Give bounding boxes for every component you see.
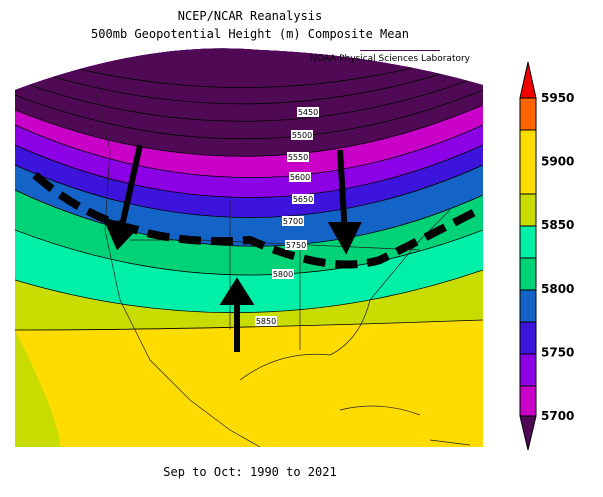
- contour-label: 5500: [292, 131, 312, 140]
- contour-label-bg: [291, 130, 313, 140]
- contour-label-bg: [297, 107, 319, 117]
- colorbar-label: 5950: [541, 91, 574, 105]
- contour-label: 5550: [288, 153, 308, 162]
- credit: NOAA Physical Sciences Laboratory: [310, 54, 471, 64]
- contours: [15, 48, 483, 331]
- contour-label: 5600: [290, 173, 310, 182]
- contour-label-bg: [287, 152, 309, 162]
- contour-label-bg: [272, 269, 294, 279]
- contour-label-bg: [292, 194, 314, 204]
- contour-label-bg: [282, 216, 304, 226]
- contour-label: 5750: [286, 241, 306, 250]
- contour-label: 5800: [273, 270, 293, 279]
- contour-label: 5450: [298, 108, 318, 117]
- subtitle: 500mb Geopotential Height (m) Composite …: [91, 27, 409, 41]
- map: [15, 48, 483, 447]
- colorbar-label: 5900: [541, 155, 574, 169]
- colorbar-label: 5800: [541, 282, 574, 296]
- title: NCEP/NCAR Reanalysis: [178, 9, 323, 23]
- colorbar-label: 5750: [541, 345, 574, 359]
- colorbar-label: 5850: [541, 218, 574, 232]
- arrows: [102, 144, 362, 352]
- colorbar-label: 5700: [541, 409, 574, 423]
- contour-label: 5700: [283, 217, 303, 226]
- contour-label-bg: [285, 240, 307, 250]
- contour-label-bg: [289, 172, 311, 182]
- contour-label: 5850: [256, 317, 276, 326]
- jet-stream: [32, 171, 477, 269]
- contour-label: 5650: [293, 195, 313, 204]
- footer: Sep to Oct: 1990 to 2021: [163, 465, 336, 479]
- contour-label-bg: [255, 316, 277, 326]
- band: [15, 48, 483, 157]
- credit-line: [360, 50, 440, 51]
- colorbar: [519, 61, 537, 451]
